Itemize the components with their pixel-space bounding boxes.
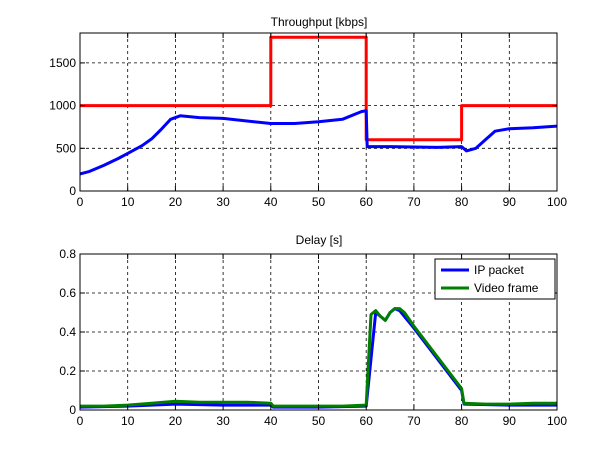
throughput-y-tick-label: 1000 — [49, 99, 76, 113]
throughput-x-tick-label: 30 — [216, 195, 230, 209]
throughput-x-tick-label: 90 — [503, 195, 517, 209]
delay-x-tick-label: 30 — [216, 414, 230, 428]
throughput-x-tick-label: 60 — [360, 195, 374, 209]
throughput-x-tick-label: 80 — [455, 195, 469, 209]
throughput-plot: Throughput [kbps] 0 10 20 30 40 50 60 70 80 90 100… — [49, 15, 567, 209]
throughput-series-line-0 — [80, 35, 557, 142]
delay-x-tick-label: 10 — [121, 414, 135, 428]
throughput-y-tick-label: 500 — [56, 141, 76, 155]
delay-x-tick-label: 80 — [455, 414, 469, 428]
delay-x-tick-label: 70 — [407, 414, 421, 428]
delay-x-tick-label: 20 — [169, 414, 183, 428]
throughput-series-line-1 — [79, 109, 558, 176]
legend-box — [434, 258, 556, 300]
delay-y-tick-label: 0.6 — [59, 286, 76, 300]
throughput-y-tick-label: 1500 — [49, 56, 76, 70]
delay-y-tick-label: 0.4 — [59, 325, 76, 339]
legend: IP packet Video frame — [434, 258, 556, 300]
delay-x-tick-label: 100 — [547, 414, 567, 428]
delay-y-tick-label: 0.8 — [59, 247, 76, 261]
legend-label-video-frame: Video frame — [474, 281, 539, 295]
throughput-x-tick-label: 70 — [407, 195, 421, 209]
throughput-x-tick-label: 10 — [121, 195, 135, 209]
delay-title: Delay [s] — [296, 233, 343, 247]
delay-x-tick-label: 50 — [312, 414, 326, 428]
throughput-x-tick-label: 50 — [312, 195, 326, 209]
throughput-x-tick-label: 40 — [264, 195, 278, 209]
legend-label-ip-packet: IP packet — [474, 263, 524, 277]
delay-x-tick-label: 0 — [77, 414, 84, 428]
throughput-y-tick-label: 0 — [69, 184, 76, 198]
delay-x-tick-label: 60 — [360, 414, 374, 428]
delay-x-tick-label: 90 — [503, 414, 517, 428]
delay-x-tick-label: 40 — [264, 414, 278, 428]
throughput-x-tick-label: 100 — [547, 195, 567, 209]
delay-series-line-1 — [80, 307, 557, 408]
throughput-x-tick-label: 0 — [77, 195, 84, 209]
throughput-title: Throughput [kbps] — [271, 15, 368, 29]
delay-y-tick-label: 0 — [69, 403, 76, 417]
throughput-x-tick-label: 20 — [169, 195, 183, 209]
delay-y-tick-label: 0.2 — [59, 364, 76, 378]
delay-plot: Delay [s] 0 10 20 30 40 50 60 70 80 90 100 0 0.2 0.4 0… — [59, 233, 567, 428]
